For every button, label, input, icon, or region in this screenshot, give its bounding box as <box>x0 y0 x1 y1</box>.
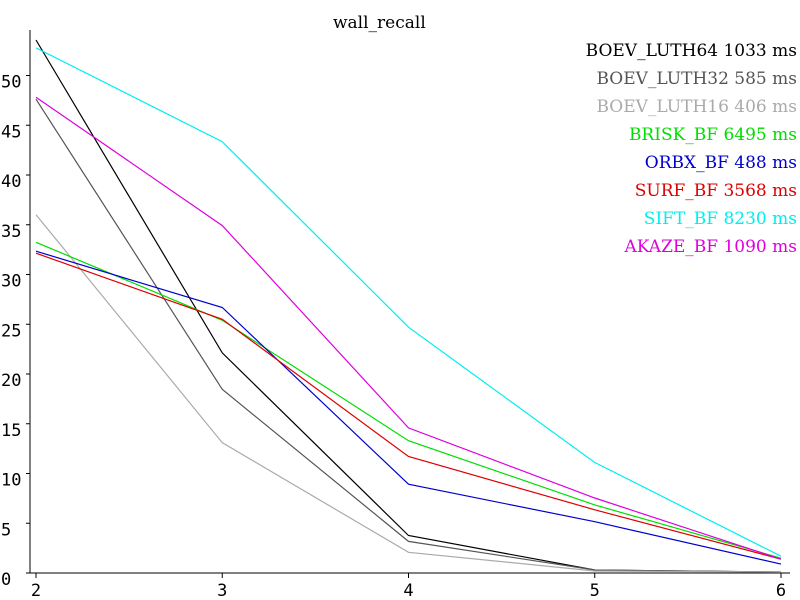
x-tick-label: 6 <box>776 581 786 600</box>
legend-entry: BOEV_LUTH64 1033 ms <box>586 41 797 61</box>
series-line <box>35 252 782 560</box>
series-line <box>35 96 782 560</box>
y-tick-label: 10 <box>1 471 21 491</box>
y-tick-label: 20 <box>1 371 21 391</box>
legend-entry: BOEV_LUTH32 585 ms <box>596 69 797 89</box>
x-tick-label: 3 <box>217 581 227 600</box>
y-tick-label: 35 <box>1 222 21 242</box>
y-tick-label: 40 <box>1 172 21 192</box>
legend-title: wall_recall <box>333 13 426 33</box>
series-line <box>35 214 782 573</box>
legend-entry: SIFT_BF 8230 ms <box>644 209 797 229</box>
y-tick-label: 0 <box>1 570 11 590</box>
series-line <box>35 98 782 573</box>
legend-entry: AKAZE_BF 1090 ms <box>624 237 798 257</box>
legend: wall_recall BOEV_LUTH64 1033 ms BOEV_LUTH… <box>333 13 797 257</box>
series-line <box>35 39 782 573</box>
y-tick-label: 50 <box>1 73 21 93</box>
series-lines <box>35 39 782 573</box>
y-tick-label: 15 <box>1 421 21 441</box>
y-tick-label: 5 <box>1 520 11 540</box>
legend-entry: BOEV_LUTH16 406 ms <box>596 97 797 117</box>
series-line <box>35 47 782 557</box>
x-tick-label: 2 <box>31 581 41 600</box>
series-line <box>35 250 782 565</box>
legend-entry: ORBX_BF 488 ms <box>645 153 797 173</box>
y-tick-label: 30 <box>1 272 21 292</box>
legend-entry: BRISK_BF 6495 ms <box>629 125 797 145</box>
x-tick-label: 5 <box>590 581 600 600</box>
y-tick-label: 25 <box>1 321 21 341</box>
legend-entry: SURF_BF 3568 ms <box>635 181 797 201</box>
y-tick-label: 45 <box>1 122 21 142</box>
series-line <box>35 241 782 559</box>
x-tick-label: 4 <box>403 581 413 600</box>
